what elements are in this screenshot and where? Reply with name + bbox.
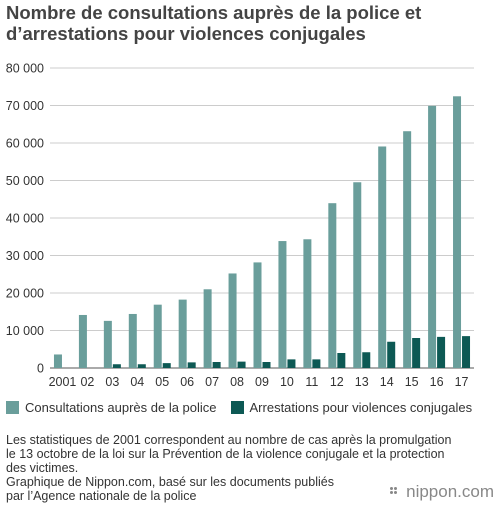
bar-consultations: [178, 299, 187, 368]
y-tick-label: 50 000: [6, 174, 44, 188]
x-tick-label: 04: [130, 375, 144, 389]
y-tick-label: 20 000: [6, 287, 44, 301]
bar-arrestations: [287, 359, 296, 368]
x-tick-label: 12: [330, 375, 344, 389]
bar-consultations: [328, 203, 337, 368]
note-line-5: par l’Agence nationale de la police: [6, 489, 197, 503]
note-line-2: le 13 octobre de la loi sur la Préventio…: [6, 447, 445, 461]
y-tick-label: 80 000: [6, 62, 44, 76]
y-tick-label: 60 000: [6, 137, 44, 151]
x-tick-label: 13: [355, 375, 369, 389]
x-tick-label: 14: [380, 375, 394, 389]
bar-arrestations: [437, 336, 446, 368]
bar-consultations: [453, 96, 462, 368]
legend-label-consultations: Consultations auprès de la police: [25, 400, 217, 415]
legend-item-arrestations: Arrestations pour violences conjugales: [230, 400, 473, 415]
chart-title-line-1: Nombre de consultations auprès de la pol…: [6, 2, 422, 23]
bar-arrestations: [262, 362, 271, 368]
note-line-4: Graphique de Nippon.com, basé sur les do…: [6, 475, 334, 489]
legend-swatch-arrestations: [230, 401, 244, 414]
chart-title-line-2: d’arrestations pour violences conjugales: [6, 23, 366, 44]
bar-consultations: [228, 273, 237, 368]
x-tick-label: 03: [105, 375, 119, 389]
bar-arrestations: [187, 362, 196, 368]
bar-arrestations: [212, 362, 221, 368]
bar-arrestations: [337, 353, 346, 368]
note-line-1: Les statistiques de 2001 correspondent a…: [6, 433, 452, 447]
nippon-logo-icon: [390, 487, 400, 497]
y-tick-label: 70 000: [6, 99, 44, 113]
x-tick-label: 06: [180, 375, 194, 389]
bar-consultations: [378, 146, 387, 368]
x-tick-label: 05: [155, 375, 169, 389]
bar-arrestations: [412, 338, 421, 368]
legend-swatch-consultations: [6, 401, 19, 414]
y-tick-label: 10 000: [6, 324, 44, 338]
x-tick-label: 09: [255, 375, 269, 389]
bar-arrestations: [362, 352, 371, 368]
x-tick-label: 17: [455, 375, 469, 389]
y-tick-label: 40 000: [6, 212, 44, 226]
bar-consultations: [428, 105, 437, 368]
bar-consultations: [78, 314, 87, 368]
nippon-logo: nippon.com: [390, 482, 494, 502]
bar-consultations: [203, 289, 212, 368]
x-tick-label: 02: [80, 375, 94, 389]
bar-consultations: [278, 241, 287, 368]
x-tick-label: 07: [205, 375, 219, 389]
bar-arrestations: [312, 359, 321, 368]
x-tick-label: 16: [430, 375, 444, 389]
note-line-3: des victimes.: [6, 461, 79, 475]
x-tick-label: 2001: [49, 375, 77, 389]
bar-consultations: [353, 182, 362, 368]
x-tick-label: 15: [405, 375, 419, 389]
bar-consultations: [253, 262, 262, 368]
bar-consultations: [403, 131, 412, 368]
bar-arrestations: [462, 336, 471, 368]
bar-arrestations: [387, 341, 396, 368]
chart-notes: Les statistiques de 2001 correspondent a…: [6, 433, 496, 503]
x-tick-label: 10: [280, 375, 294, 389]
x-tick-label: 11: [305, 375, 318, 389]
bar-consultations: [303, 239, 312, 368]
legend-item-consultations: Consultations auprès de la police: [6, 400, 217, 415]
legend-label-arrestations: Arrestations pour violences conjugales: [249, 400, 473, 415]
bar-arrestations: [237, 361, 246, 368]
x-tick-label: 08: [230, 375, 244, 389]
chart-title: Nombre de consultations auprès de la pol…: [6, 2, 496, 44]
y-tick-label: 30 000: [6, 249, 44, 263]
legend: Consultations auprès de la police Arrest…: [6, 400, 486, 415]
bar-consultations: [103, 320, 112, 368]
nippon-logo-text: nippon.com: [406, 482, 494, 501]
bar-consultations: [128, 313, 137, 368]
bar-chart: 0 10 000 20 000 30 000 40 000 50 000 60 000 70 …: [6, 62, 474, 389]
bar-consultations: [53, 354, 62, 368]
bar-consultations: [153, 304, 162, 368]
bar-arrestations: [162, 363, 171, 368]
y-tick-label: 0: [37, 362, 44, 376]
bar-arrestations: [137, 364, 146, 368]
bar-arrestations: [112, 364, 121, 368]
